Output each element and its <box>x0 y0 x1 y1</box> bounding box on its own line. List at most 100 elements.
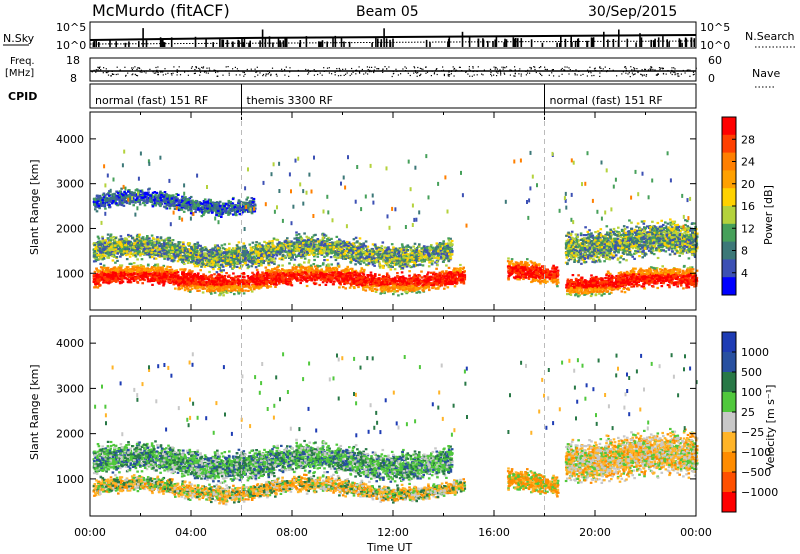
range-cell <box>409 288 412 290</box>
nave-dot <box>526 74 527 75</box>
nave-dot <box>449 76 450 77</box>
range-cell <box>247 290 250 292</box>
nave-dot <box>202 68 203 69</box>
nave-dot <box>693 74 694 75</box>
nave-dot <box>427 72 428 73</box>
range-cell <box>195 281 198 283</box>
nave-dot <box>141 72 142 73</box>
range-cell <box>295 268 298 270</box>
range-cell <box>275 279 278 281</box>
range-cell <box>408 275 411 277</box>
freq-label-2: [MHz] <box>5 68 34 79</box>
range-cell <box>282 282 285 284</box>
nave-dot <box>642 75 643 76</box>
range-cell <box>458 274 461 276</box>
nsky-bar <box>577 39 579 47</box>
nave-dot <box>108 75 109 76</box>
range-cell <box>363 274 366 276</box>
nave-dot <box>519 68 520 69</box>
range-cell <box>269 285 272 287</box>
range-cell <box>342 275 345 277</box>
range-cell <box>437 279 440 281</box>
range-cell <box>200 283 203 285</box>
nave-dot <box>298 75 299 76</box>
nave-dot <box>616 75 617 76</box>
range-cell <box>325 279 328 281</box>
range-cell <box>251 290 254 292</box>
range-cell <box>393 291 396 293</box>
range-cell <box>399 286 402 288</box>
nave-dot <box>625 66 626 67</box>
range-cell <box>104 273 107 275</box>
range-cell <box>255 266 258 268</box>
range-cell <box>157 263 160 265</box>
nsky-bar <box>603 32 605 47</box>
nave-dot <box>288 76 289 77</box>
range-cell <box>125 277 128 279</box>
range-cell <box>332 272 335 274</box>
nave-dot <box>600 68 601 69</box>
range-cell <box>423 275 426 277</box>
range-cell <box>226 280 229 282</box>
range-cell <box>386 288 389 290</box>
range-cell <box>298 264 301 266</box>
nsky-bar <box>515 38 517 47</box>
range-cell <box>157 280 160 282</box>
nave-dot <box>627 73 628 74</box>
range-cell <box>250 276 253 278</box>
nave-dot <box>229 73 230 74</box>
nave-dot <box>685 72 686 73</box>
nave-dot <box>673 67 674 68</box>
range-cell <box>147 264 150 266</box>
range-cell <box>427 285 430 287</box>
range-cell <box>129 273 132 275</box>
nave-dot <box>384 66 385 67</box>
range-cell <box>357 286 360 288</box>
range-cell <box>351 270 354 272</box>
nave-dot <box>630 76 631 77</box>
range-cell <box>314 283 317 285</box>
range-cell <box>456 268 459 270</box>
range-cell <box>140 270 143 272</box>
range-cell <box>189 285 192 287</box>
range-cell <box>103 267 106 269</box>
nave-dot <box>286 67 287 68</box>
range-cell <box>174 272 177 274</box>
range-cell <box>233 283 236 285</box>
range-cell <box>387 290 390 292</box>
range-cell <box>111 268 114 270</box>
nave-dot <box>496 75 497 76</box>
range-cell <box>102 281 105 283</box>
range-cell <box>256 269 259 271</box>
range-cell <box>142 266 145 268</box>
range-cell <box>95 276 98 278</box>
range-cell <box>322 262 325 264</box>
range-cell <box>115 270 118 272</box>
range-cell <box>342 270 345 272</box>
range-cell <box>96 283 99 285</box>
nave-dot <box>229 75 230 76</box>
range-cell <box>301 280 304 282</box>
range-cell <box>273 260 276 262</box>
nave-dot <box>270 75 271 76</box>
nsky-bar <box>531 39 533 47</box>
range-cell <box>433 283 436 285</box>
nave-dot <box>633 74 634 75</box>
nave-dot <box>367 73 368 74</box>
nsky-bar <box>429 42 431 47</box>
range-cell <box>251 265 254 267</box>
nave-dot <box>541 75 542 76</box>
range-cell <box>173 283 176 285</box>
range-cell <box>382 278 385 280</box>
range-cell <box>346 266 349 268</box>
range-cell <box>445 275 448 277</box>
nave-dot <box>553 75 554 76</box>
nave-dot <box>222 75 223 76</box>
nave-dot <box>663 68 664 69</box>
nave-dot <box>514 76 515 77</box>
range-cell <box>180 285 183 287</box>
range-cell <box>225 288 228 290</box>
range-cell <box>252 285 255 287</box>
range-cell <box>242 285 245 287</box>
range-cell <box>327 264 330 266</box>
